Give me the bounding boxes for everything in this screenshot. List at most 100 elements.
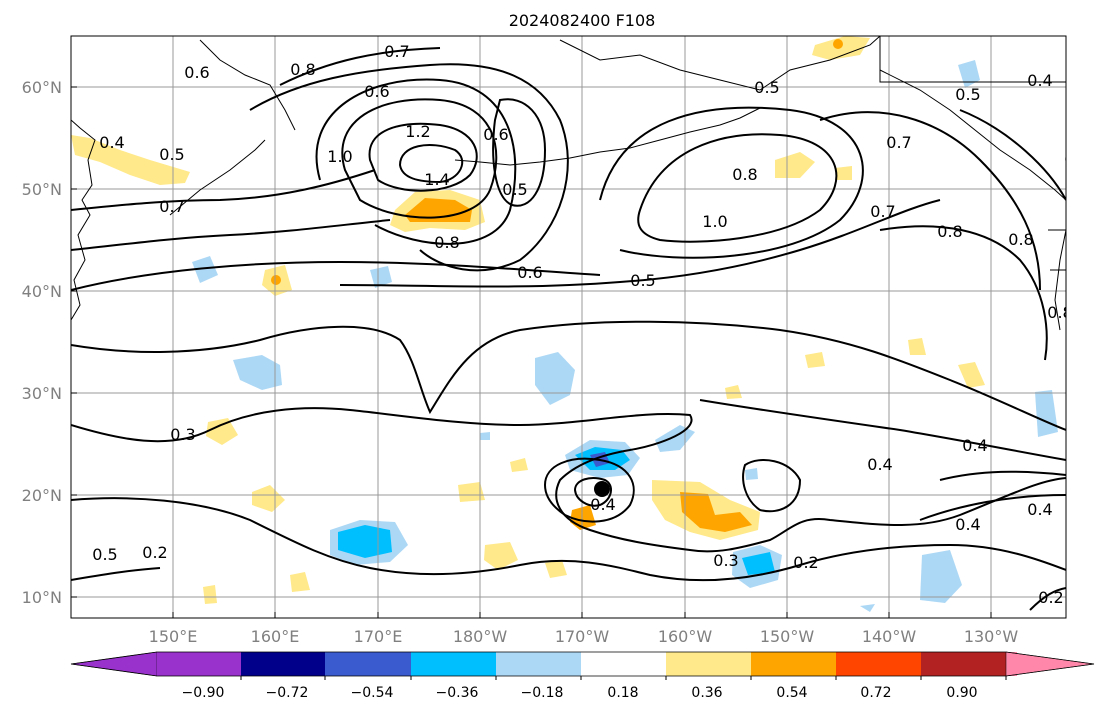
- shade-negative-35n-2: [535, 352, 575, 405]
- contour-0.8-east: [879, 225, 1048, 361]
- colorbar: −0.90 −0.72 −0.54 −0.36 −0.18 0.18 0.36 …: [70, 651, 1095, 701]
- colorbar-cell: [241, 652, 325, 676]
- contour-0.3-far-east: [919, 494, 1066, 521]
- lon-label: 150°W: [760, 627, 815, 646]
- contour-label: 0.6: [517, 263, 542, 282]
- contour-label: 0.5: [502, 180, 527, 199]
- shade-positive-small-4: [290, 572, 310, 592]
- border-canada: [879, 36, 1066, 83]
- shade-positive-dateline-north-core: [405, 198, 472, 222]
- contour-label: 0.5: [92, 545, 117, 564]
- contour-label: 1.0: [702, 212, 727, 231]
- shade-positive-small-6: [545, 560, 567, 578]
- contour-label: 1.4: [424, 170, 449, 189]
- lon-label: 170°W: [555, 627, 610, 646]
- contour-0.6-west: [71, 219, 391, 251]
- shade-negative-35n: [233, 355, 282, 390]
- lon-label: 170°E: [354, 627, 403, 646]
- map-content: 0.7 0.6 0.8 0.6 1.2 1.0 1.4 0.6 0.5 0.4 …: [71, 36, 1089, 618]
- contour-0.2-south: [71, 497, 1066, 582]
- colorbar-cell: [581, 652, 666, 676]
- contour-label: 0.8: [732, 165, 757, 184]
- shade-positive-small-5: [203, 585, 217, 604]
- map-frame: [70, 35, 1067, 619]
- contour-label: 0.7: [886, 133, 911, 152]
- contour-label: 0.6: [364, 82, 389, 101]
- shade-positive-storm-east-core: [680, 492, 752, 532]
- shade-positive-small-2: [484, 542, 518, 570]
- contour-0.2-southeast: [1029, 587, 1066, 611]
- contour-0.4-south: [699, 399, 1066, 461]
- contour-0.7-west: [71, 169, 376, 211]
- shade-positive-small-7: [725, 385, 742, 399]
- contour-0.4-storm-inner: [573, 477, 612, 507]
- shade-positive-40n-core: [271, 275, 281, 285]
- contour-label: 0.4: [955, 515, 980, 534]
- lon-label: 140°W: [862, 627, 917, 646]
- lon-label: 150°E: [149, 627, 198, 646]
- contour-0.4-trough: [71, 320, 1066, 431]
- contour-label: 0.5: [1064, 150, 1089, 169]
- lat-label: 10°N: [22, 588, 62, 607]
- lat-label: 50°N: [22, 180, 62, 199]
- contour-label: 1.0: [327, 147, 352, 166]
- shade-positive-small-9: [908, 338, 926, 355]
- contour-label: 0.4: [1027, 71, 1052, 90]
- contour-0.6-midlat: [71, 260, 601, 291]
- lon-label: 160°W: [658, 627, 713, 646]
- axis-ticks: [71, 86, 992, 618]
- contour-label: 0.3: [170, 425, 195, 444]
- map-panel: 0.7 0.6 0.8 0.6 1.2 1.0 1.4 0.6 0.5 0.4 …: [22, 35, 1089, 646]
- contour-0.7-east: [819, 111, 1041, 291]
- chart-title: 2024082400 F108: [509, 11, 656, 30]
- colorbar-outline: [70, 651, 1095, 677]
- map-background: [71, 36, 1066, 618]
- shade-negative-small-12: [480, 432, 490, 440]
- contours: [71, 47, 1066, 611]
- contour-1.2-low: [368, 122, 478, 192]
- colorbar-cell: [325, 652, 411, 676]
- contour-0.5-mid: [492, 98, 547, 207]
- coastline-kuril-islands: [169, 139, 266, 216]
- contour-label: 0.4: [99, 133, 124, 152]
- contour-label: 0.8: [1008, 230, 1033, 249]
- contour-1.4-low: [398, 144, 464, 184]
- colorbar-tick-label: −0.90: [182, 685, 225, 701]
- contour-0.4-far-east: [939, 470, 1066, 481]
- contour-0.8-jet: [599, 106, 864, 259]
- contour-0.7-north: [279, 47, 441, 86]
- contour-label: 0.7: [870, 202, 895, 221]
- colorbar-tick-label: 0.72: [860, 685, 891, 701]
- shade-positive-gulf-small2: [835, 166, 852, 180]
- contour-label: 0.2: [793, 553, 818, 572]
- contour-label: 0.8: [434, 233, 459, 252]
- contour-0.4-storm-outer: [543, 457, 635, 523]
- lat-label: 40°N: [22, 282, 62, 301]
- contour-0.4-east-ring: [742, 459, 802, 513]
- contour-label: 0.5: [630, 271, 655, 290]
- contour-label-group: 0.7 0.6 0.8 0.6 1.2 1.0 1.4 0.6 0.5 0.4 …: [92, 42, 1089, 607]
- colorbar-cell: [921, 652, 1006, 676]
- contour-0.2-southwest: [71, 567, 161, 581]
- shade-positive-25n: [206, 418, 238, 445]
- contour-label: 0.5: [754, 78, 779, 97]
- lon-label: 180°W: [453, 627, 508, 646]
- longitude-labels: 150°E 160°E 170°E 180°W 170°W 160°W 150°…: [149, 627, 1019, 646]
- gridlines: [71, 36, 1066, 618]
- colorbar-tick-label: 0.36: [691, 685, 722, 701]
- colorbar-tick-label: 0.54: [776, 685, 807, 701]
- shade-negative-40n-1: [192, 256, 218, 283]
- contour-label: 0.7: [159, 197, 184, 216]
- colorbar-ticks: [240, 676, 1007, 680]
- shade-positive-arctic-core: [833, 39, 843, 49]
- colorbar-tick-label: −0.54: [351, 685, 394, 701]
- colorbar-cell: [157, 652, 241, 676]
- contour-label: 0.8: [937, 222, 962, 241]
- colorbar-cell: [1005, 651, 1095, 677]
- contour-label: 0.4: [590, 495, 615, 514]
- colorbar-cell: [836, 652, 921, 676]
- contour-label: 0.8: [290, 60, 315, 79]
- shade-positive-gulf-small: [775, 152, 815, 178]
- shade-positive-small-1: [458, 482, 485, 502]
